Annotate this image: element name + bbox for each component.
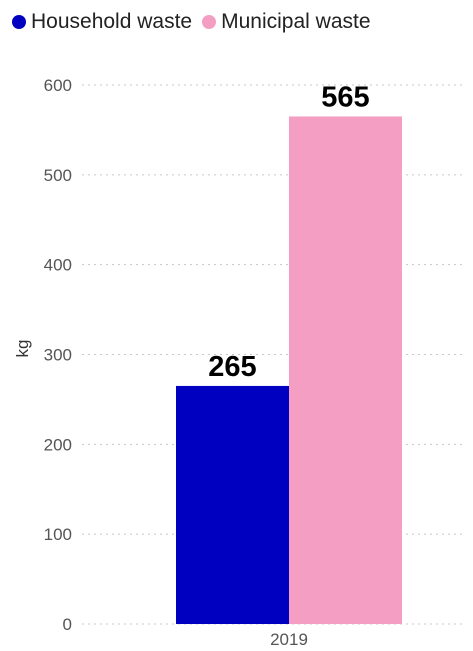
- legend-item-household[interactable]: Household waste: [12, 10, 192, 34]
- legend-marker-municipal: [202, 15, 217, 29]
- y-tick-label-200: 200: [44, 435, 72, 454]
- y-tick-label-400: 400: [44, 256, 72, 275]
- y-tick-label-500: 500: [44, 166, 72, 185]
- bar-municipal-waste[interactable]: [289, 116, 402, 625]
- legend-item-municipal[interactable]: Municipal waste: [202, 10, 371, 34]
- x-axis-ticks: 2019: [270, 630, 308, 649]
- y-tick-label-0: 0: [63, 615, 72, 634]
- y-tick-label-100: 100: [44, 525, 72, 544]
- data-labels: 265 565: [208, 81, 369, 383]
- legend-marker-household: [12, 15, 26, 29]
- data-label-household-waste: 265: [208, 351, 256, 383]
- y-tick-label-300: 300: [44, 346, 72, 365]
- y-axis-label: kg: [13, 340, 32, 358]
- bar-household-waste[interactable]: [176, 385, 289, 624]
- legend-label-municipal: Municipal waste: [221, 10, 371, 33]
- bars: [176, 116, 402, 625]
- data-label-municipal-waste: 565: [321, 81, 369, 113]
- legend-label-household: Household waste: [31, 10, 193, 33]
- x-tick-label-2019: 2019: [270, 630, 308, 649]
- y-tick-label-600: 600: [44, 76, 72, 95]
- chart-legend: Household waste Municipal waste: [12, 10, 371, 34]
- y-axis-ticks: 0 100 200 300 400 500 600: [44, 76, 72, 634]
